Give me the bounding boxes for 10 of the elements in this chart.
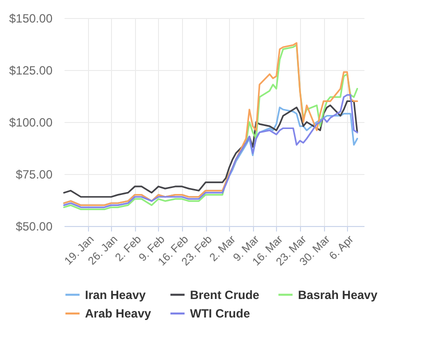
- y-tick-label: $125.00: [9, 64, 53, 78]
- legend-label: Iran Heavy: [85, 288, 146, 302]
- legend-label: Basrah Heavy: [298, 288, 378, 302]
- legend-label: Brent Crude: [190, 288, 260, 302]
- legend-label: WTI Crude: [190, 306, 250, 320]
- legend-label: Arab Heavy: [85, 306, 152, 320]
- y-tick-label: $100.00: [9, 116, 53, 130]
- y-tick-label: $50.00: [16, 220, 53, 234]
- y-tick-label: $150.00: [9, 12, 53, 26]
- y-tick-label: $75.00: [16, 168, 53, 182]
